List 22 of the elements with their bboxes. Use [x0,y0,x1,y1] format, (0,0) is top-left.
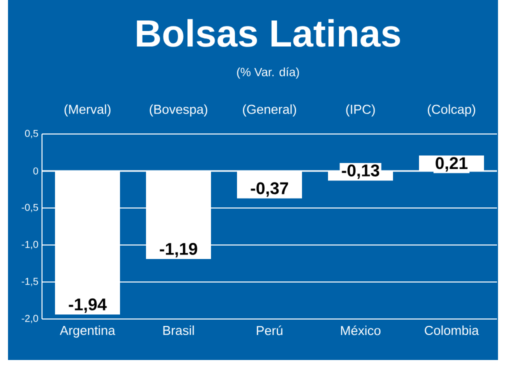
y-tick-label: 0 [33,167,38,175]
chart-title: Bolsas Latinas [136,19,400,47]
x-tick-label: Perú [256,326,282,336]
text: (Merval) [64,104,110,116]
y-tick-label: -1,5 [22,278,38,286]
y-tick-label: -2,0 [22,314,38,324]
y-tick-label: -0,5 [22,204,38,212]
text: (Bovespa) [150,104,208,116]
data-label: 0,21 [436,157,468,172]
x-tick-label: México [341,326,380,336]
data-label: -0,37 [250,182,288,197]
text: (IPC) [346,104,375,116]
x-tick-label: Brasil [163,326,194,336]
chart-subtitle: (% Var. día) [237,67,299,79]
y-tick-label: 0,5 [25,130,38,138]
x-tick-label: Argentina [60,326,116,338]
data-label: -1,94 [68,298,107,313]
data-label: -1,19 [160,242,198,258]
x-tick-label: Colombia [424,326,479,336]
text: (General) [242,104,296,116]
text: (Colcap) [428,104,476,116]
y-tick-label: -1,0 [22,240,38,250]
